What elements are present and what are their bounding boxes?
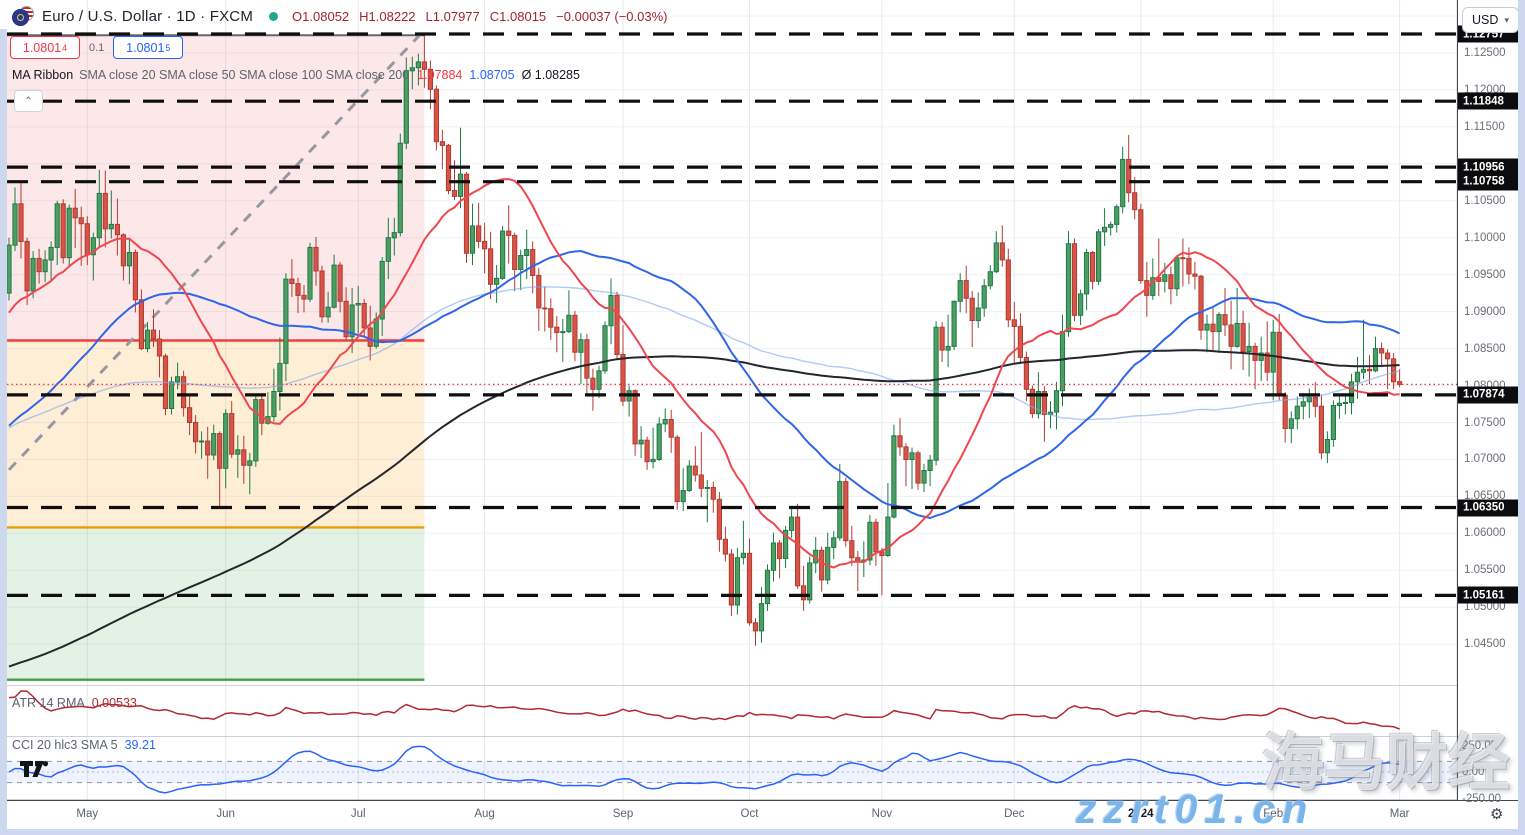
price-tick: 1.06000: [1464, 527, 1506, 540]
cci-value: 39.21: [124, 738, 156, 752]
sma20-value: 1.07884: [417, 68, 463, 82]
symbol-title: Euro / U.S. Dollar · 1D · FXCM: [42, 7, 254, 25]
cci-scale-tick: -250.00: [1462, 792, 1502, 805]
ma-ribbon-legend[interactable]: MA Ribbon SMA close 20 SMA close 50 SMA c…: [12, 68, 580, 82]
price-level-badge: 1.10956: [1458, 158, 1518, 176]
sma50-value: 1.08705: [469, 68, 515, 82]
tradingview-logo-icon[interactable]: [20, 761, 50, 778]
price-level-badge: 1.07874: [1458, 386, 1518, 404]
atr-line: [8, 690, 1400, 730]
price-level-badge: 1.11848: [1458, 92, 1518, 110]
sma-50-line: [8, 249, 1401, 520]
open-value: O1.08052: [292, 8, 350, 24]
buy-button[interactable]: 1.0801 5: [113, 36, 184, 59]
collapse-legend-button[interactable]: ⌃: [14, 90, 43, 112]
ma-ribbon-title: MA Ribbon: [12, 68, 74, 82]
axis-settings-gear-icon[interactable]: ⚙: [1490, 806, 1504, 823]
month-label-may: May: [76, 808, 99, 820]
chevron-down-icon: ▾: [1504, 14, 1509, 25]
close-value: C1.08015: [489, 8, 547, 24]
month-label-sep: Sep: [612, 808, 634, 820]
month-label-feb: Feb: [1263, 808, 1284, 820]
month-label-nov: Nov: [871, 808, 893, 820]
price-tick: 1.09500: [1464, 268, 1506, 281]
chevron-up-icon: ⌃: [24, 95, 33, 107]
month-label-jul: Jul: [350, 808, 366, 820]
price-tick: 1.12500: [1464, 47, 1506, 59]
ohlc-values: O1.08052 H1.08222 L1.07977 C1.08015 −0.0…: [292, 9, 667, 24]
sell-button[interactable]: 1.0801 4: [10, 36, 80, 59]
atr-legend[interactable]: ATR 14 RMA 0.00533: [12, 696, 137, 710]
candles: [7, 33, 1403, 646]
page-margin-right: [1518, 0, 1525, 835]
quote-panel: 1.0801 4 0.1 1.0801 5: [10, 36, 184, 59]
price-tick: 1.08500: [1464, 342, 1506, 355]
month-label-dec: Dec: [1004, 808, 1025, 820]
price-tick: 1.07000: [1464, 453, 1506, 466]
change-value: −0.00037 (−0.03%): [556, 8, 668, 24]
price-level-badge: 1.05161: [1458, 586, 1518, 604]
sma-200-line: [8, 349, 1400, 668]
price-level-badge: 1.10758: [1458, 173, 1518, 191]
price-scale[interactable]: 1.125001.120001.115001.110001.105001.100…: [1458, 0, 1518, 800]
price-tick: 1.05000: [1464, 601, 1506, 614]
cci-line: [8, 745, 1400, 794]
month-label-mar: Mar: [1389, 808, 1410, 820]
zones: [7, 34, 425, 681]
price-tick: 1.11500: [1464, 120, 1505, 133]
month-label-2024: 2024: [1128, 808, 1154, 820]
atr-title: ATR 14 RMA: [12, 696, 85, 710]
price-level-badge: 1.06350: [1458, 499, 1518, 516]
cci-legend[interactable]: CCI 20 hlc3 SMA 5 39.21: [12, 738, 156, 752]
market-open-icon: [269, 11, 279, 21]
eurusd-flag-icon: [12, 6, 34, 26]
page-margin-bottom: [0, 829, 1525, 835]
high-value: H1.08222: [359, 8, 416, 24]
spread-value: 0.1: [89, 41, 105, 54]
page-margin-left: [0, 29, 7, 835]
price-tick: 1.05500: [1464, 564, 1506, 577]
low-value: L1.07977: [425, 8, 480, 24]
month-label-aug: Aug: [474, 808, 495, 820]
sma-100-line: [8, 286, 1400, 429]
price-tick: 1.10000: [1464, 231, 1506, 244]
cci-title: CCI 20 hlc3 SMA 5: [12, 738, 118, 752]
atr-value: 0.00533: [91, 696, 137, 710]
cci-scale-tick: 250.00: [1462, 739, 1498, 752]
currency-dropdown[interactable]: USD ▾: [1462, 7, 1519, 33]
symbol-legend[interactable]: Euro / U.S. Dollar · 1D · FXCM O1.08052 …: [12, 4, 667, 28]
gridlines: [7, 0, 1457, 800]
sma-20-line: [8, 178, 1400, 569]
cci-scale-tick: 0.00: [1462, 766, 1485, 778]
price-tick: 1.07500: [1464, 416, 1506, 429]
price-tick: 1.09000: [1464, 305, 1506, 318]
month-label-oct: Oct: [740, 808, 759, 820]
currency-label: USD: [1472, 13, 1499, 27]
brand-watermark: 海马财经: [1262, 729, 1511, 798]
ma-ribbon-params: SMA close 20 SMA close 50 SMA close 100 …: [79, 68, 410, 82]
time-axis[interactable]: May Jun Jul Aug Sep Oct Nov Dec 2024 Feb Mar: [0, 801, 1518, 829]
month-label-jun: Jun: [216, 808, 235, 820]
price-tick: 1.10500: [1464, 194, 1506, 207]
site-watermark: zzrt01.cn: [1076, 786, 1315, 832]
price-tick: 1.04500: [1464, 638, 1506, 651]
ribbon-average-value: Ø 1.08285: [521, 68, 580, 82]
